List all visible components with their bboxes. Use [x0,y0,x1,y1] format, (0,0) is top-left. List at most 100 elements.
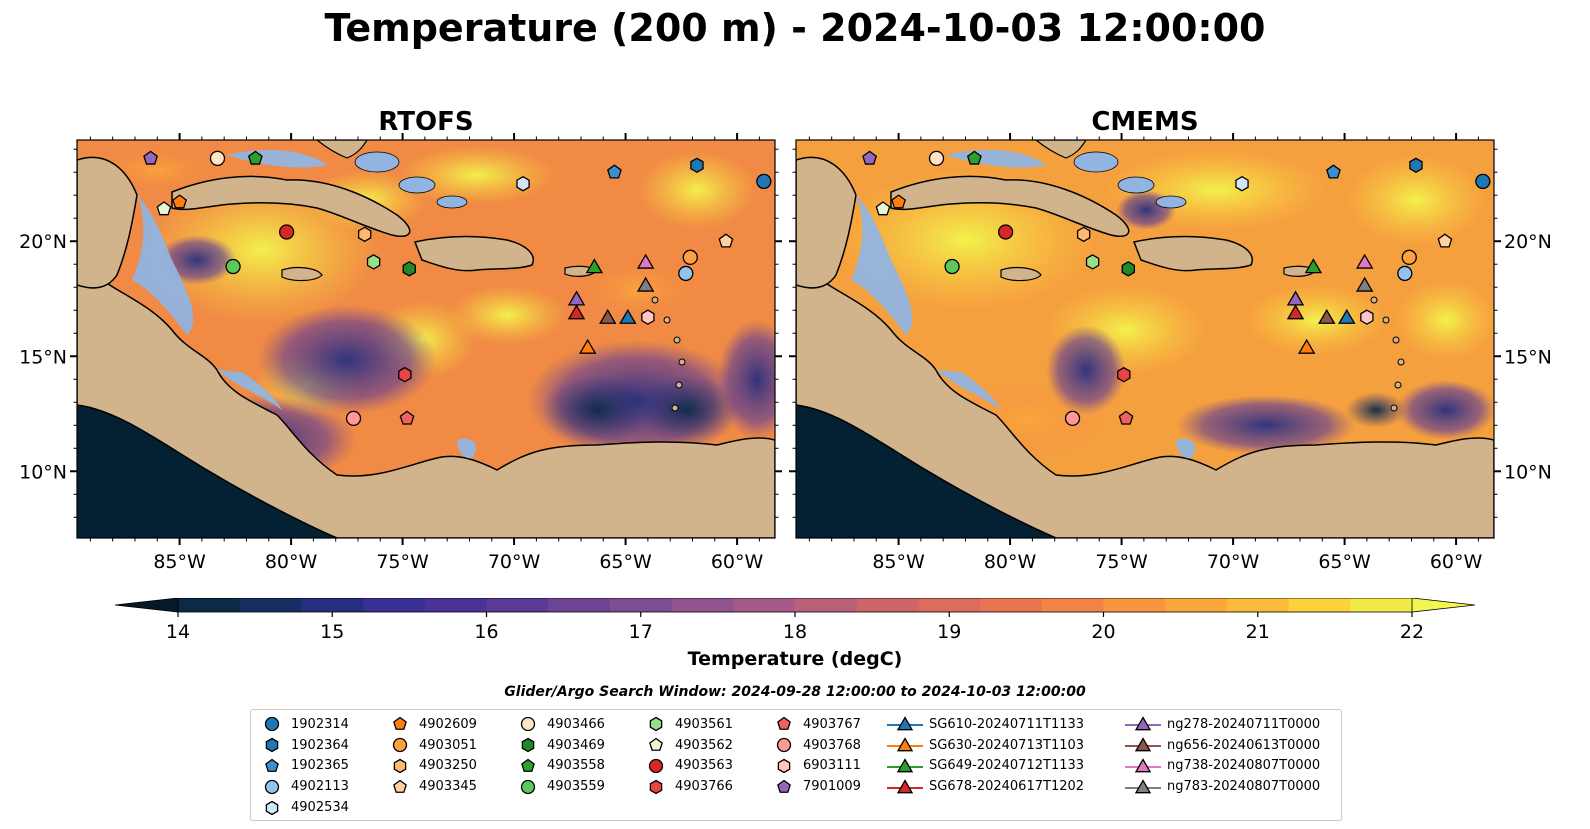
legend-column: 1902314 1902364 1902365 4902113 4902534 [257,714,349,818]
platform-marker [585,258,604,274]
platform-marker [1475,173,1491,190]
lon-tick-label: 70°W [488,551,541,573]
pentagon-marker-icon [649,737,663,752]
temperature-colorbar: 14 15 16 17 18 19 20 21 22 [115,598,1475,643]
hexagon-marker-icon [649,717,663,732]
legend-marker [896,778,914,794]
legend-label: 1902365 [291,758,349,774]
platform-marker [636,276,655,292]
legend-column: 4902609 4903051 4903250 4903345 [385,714,477,797]
circle-marker-icon [520,717,536,732]
legend-item: 4903345 [385,776,477,797]
hexagon-marker-icon [777,758,791,774]
colorbar-segment [1288,598,1351,612]
lon-tick-label: 75°W [1095,551,1148,573]
legend-label: 1902364 [291,737,349,753]
platform-marker [1437,233,1453,248]
platform-marker [682,249,698,265]
legend-marker [520,779,536,794]
legend-marker [649,779,663,795]
legend-column: 4903561 4903562 4903563 4903766 [641,714,733,797]
platform-marker [278,224,295,240]
platform-marker [1121,261,1135,277]
hexagon-marker-icon [265,800,279,815]
platform-marker [1409,157,1423,174]
legend-item: 7901009 [769,776,861,797]
colorbar-over-triangle [1411,598,1475,613]
lat-tick-label: 15°N [19,346,67,368]
platform-marker [402,261,416,277]
map-frame [76,139,776,539]
colorbar-tick-label: 17 [629,621,653,643]
legend-marker [265,758,279,772]
platform-marker [398,366,412,383]
legend-item: ng656-20240613T0000 [1123,735,1320,756]
lat-tick-label: 10°N [19,461,67,483]
platform-marker [875,201,891,216]
legend-marker [649,717,663,732]
hexagon-marker-icon [521,737,535,753]
legend-item: 1902364 [257,735,349,756]
legend-column: 4903767 4903768 6903111 7901009 [769,714,861,797]
legend-item: 4903559 [513,776,605,797]
legend-marker [521,737,535,753]
search-window-caption: Glider/Argo Search Window: 2024-09-28 12… [504,684,1086,700]
map-rtofs[interactable] [77,140,775,538]
platform-marker [357,226,372,243]
colorbar-segment [1226,598,1290,612]
legend-marker [265,737,279,753]
colorbar-tick-label: 20 [1091,621,1115,643]
circle-marker-icon [264,717,280,732]
platform-marker [1286,290,1305,306]
colorbar-segment [1041,598,1104,612]
legend-label: 1902314 [291,716,349,732]
platform-marker [966,150,982,165]
hexagon-marker-icon [265,737,279,753]
legend-marker [776,738,792,753]
colorbar-segment [548,598,611,612]
lat-tick-label: 20°N [19,231,67,253]
legend-item: 4903767 [769,714,861,735]
colorbar-tick-label: 18 [783,621,807,643]
lon-tick-label: 65°W [599,551,652,573]
circle-marker-icon [776,738,792,753]
legend-column: SG610-20240711T1133 SG630-20240713T1103 SG… [885,714,1084,797]
platform-marker [247,150,263,165]
legend-label: 4903051 [419,737,477,753]
legend-label: 4903561 [675,716,733,732]
legend-marker [264,779,280,794]
legend-marker [265,800,279,815]
legend-marker [896,758,914,773]
colorbar-tick-label: 16 [474,621,498,643]
legend-item: 4903766 [641,776,733,797]
legend-marker [520,717,536,732]
platform-marker [690,157,704,174]
colorbar-segment [239,598,302,612]
colorbar-segment [363,598,426,612]
legend-label: 4903766 [675,779,733,795]
legend-label: 6903111 [803,758,861,774]
map-cmems[interactable] [796,140,1494,538]
map-frame [795,139,1495,539]
legend-marker [648,758,664,774]
platform-marker [1397,265,1413,282]
panel-title-cmems: CMEMS [1091,107,1199,137]
legend-label: ng656-20240613T0000 [1167,737,1321,753]
legend-label: 4902534 [291,800,349,816]
legend-item: 1902365 [257,756,349,777]
lon-tick-label: 80°W [265,551,318,573]
legend-label: ng278-20240711T0000 [1167,716,1321,732]
legend-item: 6903111 [769,756,861,777]
lon-tick-label: 60°W [1430,551,1483,573]
platform-marker [678,265,694,282]
platform-marker [718,233,734,248]
legend-marker [393,758,407,774]
hexagon-marker-icon [393,758,407,774]
colorbar-tick-label: 19 [937,621,961,643]
platform-marker [862,150,878,165]
colorbar-segment [1350,598,1413,612]
platform-marker [1326,164,1341,179]
legend-label: 4903563 [675,758,733,774]
legend-column: ng278-20240711T0000 ng656-20240613T0000 ng… [1123,714,1320,797]
triangle-marker-icon [887,737,923,752]
